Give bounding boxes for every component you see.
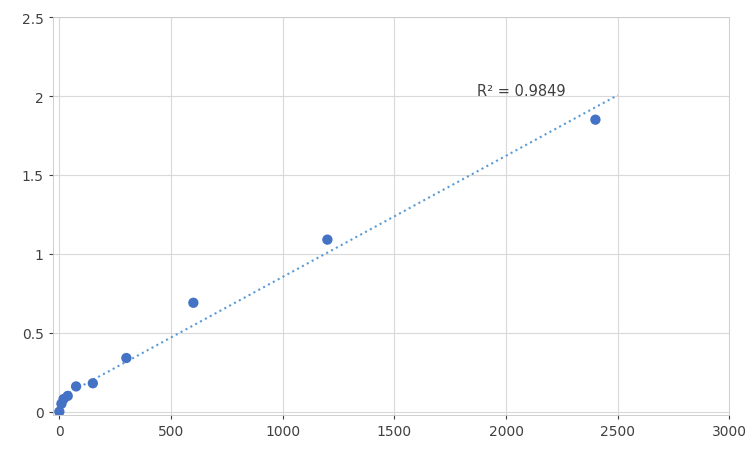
Point <box>590 117 602 124</box>
Point <box>120 354 132 362</box>
Point <box>62 392 74 400</box>
Point <box>187 299 199 307</box>
Text: R² = 0.9849: R² = 0.9849 <box>477 83 566 98</box>
Point <box>57 396 69 403</box>
Point <box>86 380 99 387</box>
Point <box>321 236 333 244</box>
Point <box>70 383 82 390</box>
Point <box>53 408 65 415</box>
Point <box>56 400 68 408</box>
